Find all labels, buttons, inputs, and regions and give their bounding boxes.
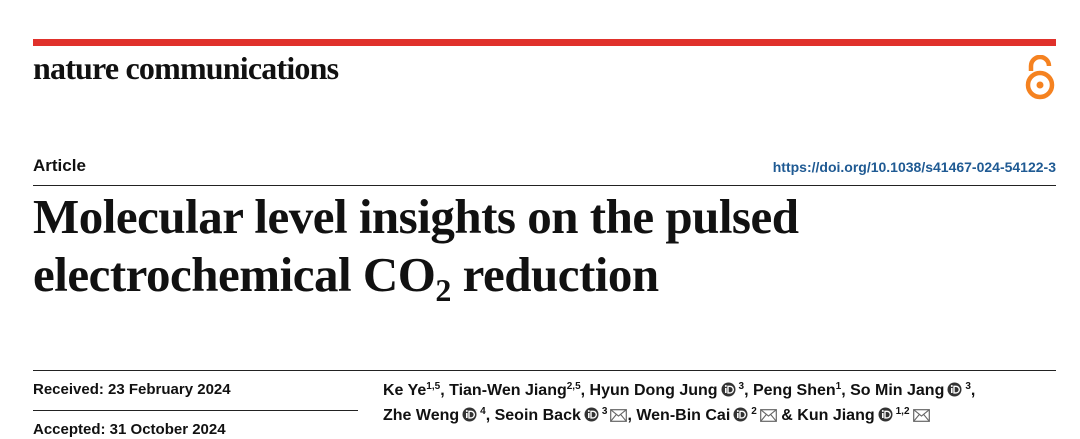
affiliation: 1,5 [426, 381, 441, 392]
email-icon[interactable] [912, 409, 930, 422]
accepted-date: Accepted: 31 October 2024 [33, 421, 226, 438]
author-line: Zhe Weng 4, Seoin Back 3, Wen-Bin Cai 2 & K… [383, 403, 975, 428]
separator: , [970, 382, 976, 399]
separator: , [485, 407, 495, 424]
orcid-icon[interactable] [878, 407, 893, 422]
open-access-icon [1025, 55, 1055, 100]
received-date: Received: 23 February 2024 [33, 381, 231, 398]
author-name[interactable]: Tian-Wen Jiang [449, 382, 567, 399]
title-line: electrochemical CO2 reduction [33, 246, 799, 306]
orcid-icon[interactable] [721, 382, 736, 397]
rule [33, 370, 1056, 371]
journal-name[interactable]: nature communications [33, 50, 339, 86]
rule [33, 185, 1056, 186]
author-line: Ke Ye1,5, Tian-Wen Jiang2,5, Hyun Dong J… [383, 378, 975, 403]
affiliation: 2 [751, 406, 757, 417]
orcid-icon[interactable] [462, 407, 477, 422]
affiliation: 1,2 [895, 406, 910, 417]
title-text: reduction [450, 247, 660, 302]
author-name[interactable]: Seoin Back [494, 407, 581, 424]
article-type: Article [33, 156, 86, 175]
affiliation: 3 [601, 406, 608, 417]
author-name[interactable]: Zhe Weng [383, 407, 460, 424]
title-line: Molecular level insights on the pulsed [33, 189, 799, 244]
author-name[interactable]: Peng Shen [752, 382, 836, 399]
affiliation: 4 [480, 406, 486, 417]
email-icon[interactable] [759, 409, 777, 422]
conjunction: & [781, 407, 798, 424]
separator: , [841, 382, 851, 399]
author-name[interactable]: Kun Jiang [797, 407, 875, 424]
rule [33, 410, 358, 411]
affiliation: 3 [965, 381, 971, 392]
separator: , [440, 382, 450, 399]
author-name[interactable]: Hyun Dong Jung [589, 382, 718, 399]
separator: , [627, 407, 637, 424]
orcid-icon[interactable] [733, 407, 748, 422]
author-name[interactable]: Wen-Bin Cai [636, 407, 731, 424]
doi-link[interactable]: https://doi.org/10.1038/s41467-024-54122… [772, 159, 1056, 175]
affiliation: 1 [835, 381, 842, 392]
title-text: electrochemical CO [33, 247, 436, 302]
separator: , [580, 382, 590, 399]
author-name[interactable]: So Min Jang [850, 382, 945, 399]
author-list: Ke Ye1,5, Tian-Wen Jiang2,5, Hyun Dong J… [383, 378, 975, 428]
separator: , [744, 382, 753, 399]
orcid-icon[interactable] [947, 382, 962, 397]
orcid-icon[interactable] [584, 407, 599, 422]
title-subscript: 2 [435, 272, 451, 308]
affiliation: 2,5 [566, 381, 581, 392]
email-icon[interactable] [610, 409, 628, 422]
header-bar [33, 39, 1056, 46]
affiliation: 3 [738, 381, 745, 392]
article-title: Molecular level insights on the pulsed e… [33, 188, 799, 306]
author-name[interactable]: Ke Ye [383, 382, 427, 399]
